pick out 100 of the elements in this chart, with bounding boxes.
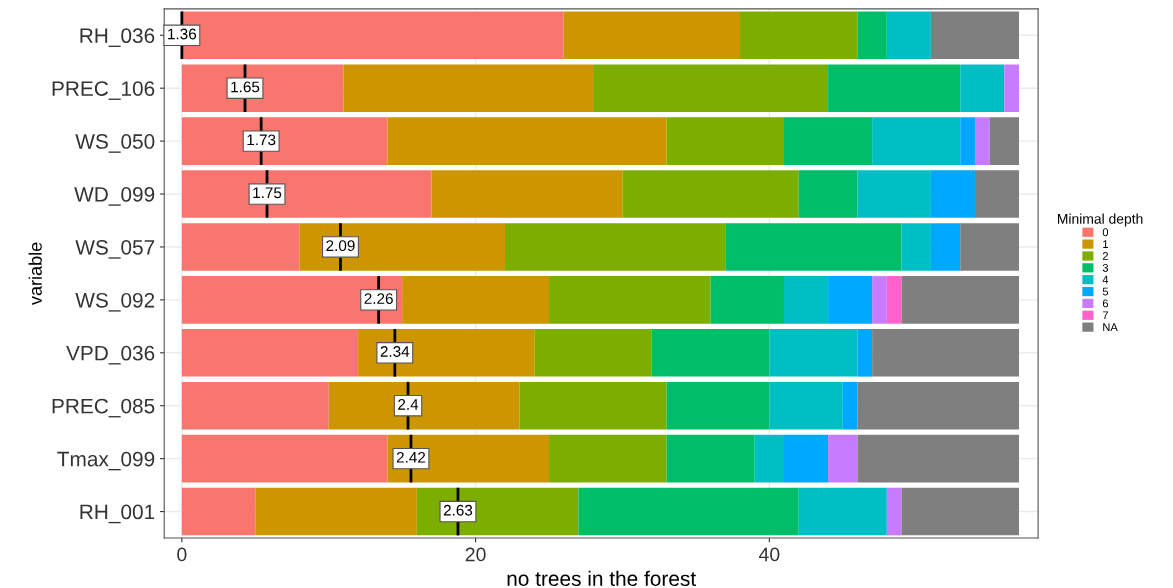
bar [181, 223, 300, 271]
bar [299, 223, 505, 271]
y-tick-label: WS_057 [75, 239, 155, 259]
bar [402, 276, 550, 324]
bar [930, 170, 975, 218]
y-tick-label: VPD_036 [66, 345, 155, 365]
y-axis-title: variable [28, 242, 42, 305]
x-tick-label: 0 [177, 547, 187, 562]
bar [739, 11, 858, 60]
legend-label: 3 [1102, 263, 1109, 272]
x-tick-label: 20 [465, 547, 486, 562]
annotation: 1.73 [247, 134, 276, 146]
bar [857, 381, 1020, 430]
bar [886, 487, 902, 536]
bar [872, 328, 1020, 377]
bar [519, 381, 667, 430]
bar [901, 223, 931, 271]
y-tick-label: PREC_085 [52, 398, 155, 418]
y-tick-label: WS_092 [75, 292, 155, 312]
annotation: 2.63 [443, 504, 473, 516]
bar [857, 328, 873, 377]
bar [784, 434, 829, 483]
bar [930, 11, 1020, 60]
bar [901, 276, 1020, 324]
y-tick-label: RH_036 [80, 28, 155, 47]
legend-label: 2 [1102, 252, 1108, 260]
bar [593, 64, 829, 113]
bar [181, 117, 388, 165]
bar [798, 487, 887, 536]
bar [328, 381, 520, 430]
bar [622, 170, 799, 218]
bar [886, 276, 902, 324]
annotation: 1.36 [168, 28, 197, 40]
y-tick-label: WS_050 [75, 134, 155, 153]
legend-label: NA [1103, 323, 1118, 331]
x-axis-title: no trees in the forest [507, 570, 696, 587]
bar [181, 328, 359, 377]
bar [989, 117, 1020, 165]
bar [828, 434, 858, 483]
bar [181, 381, 329, 430]
annotation: 1.65 [231, 81, 260, 93]
bar [431, 170, 623, 218]
bar [181, 434, 388, 483]
legend-label: 6 [1102, 299, 1109, 308]
bar [666, 117, 785, 165]
bar [181, 276, 403, 324]
bar [857, 170, 931, 218]
bar [1004, 64, 1020, 113]
bar [828, 64, 961, 113]
bar [784, 117, 873, 165]
bar [828, 276, 873, 324]
bar [769, 381, 843, 430]
bar [784, 276, 829, 324]
bar [255, 487, 417, 536]
bar [387, 117, 667, 165]
bar [666, 434, 755, 483]
bar [857, 434, 1020, 483]
bar [960, 117, 975, 165]
bar [710, 276, 785, 324]
bar [666, 381, 770, 430]
y-tick-label: WD_099 [74, 187, 155, 206]
bar [725, 223, 902, 271]
annotation: 2.09 [326, 240, 355, 252]
bar [181, 487, 256, 536]
bar [857, 11, 887, 60]
bar [960, 64, 1005, 113]
bar [842, 381, 858, 430]
bar [343, 64, 594, 113]
legend-label: 7 [1102, 311, 1108, 320]
bar [901, 487, 1020, 536]
bar [534, 328, 652, 377]
bar [549, 434, 667, 483]
legend-label: 5 [1102, 287, 1109, 296]
bar [563, 11, 740, 60]
annotation: 2.4 [398, 399, 419, 410]
bar [549, 276, 711, 324]
annotation: 2.26 [364, 293, 393, 304]
annotation: 2.42 [396, 451, 426, 463]
bar [181, 170, 432, 218]
legend-label: 0 [1102, 228, 1109, 237]
legend-label: 1 [1103, 240, 1108, 248]
bar [754, 434, 785, 483]
x-tick-label: 40 [758, 547, 780, 562]
bar [930, 223, 961, 271]
bar [578, 487, 799, 536]
y-tick-label: Tmax_099 [57, 451, 155, 471]
bar [651, 328, 770, 377]
bar [872, 117, 961, 165]
legend-label: 4 [1102, 275, 1109, 284]
bar [769, 328, 858, 377]
bar [974, 117, 990, 165]
bar [872, 276, 887, 324]
legend-title: Minimal depth [1057, 213, 1143, 227]
bar [886, 11, 931, 60]
y-tick-label: RH_001 [80, 504, 155, 524]
bar [960, 223, 1020, 271]
annotation: 1.75 [253, 187, 282, 199]
bar [358, 328, 535, 377]
bar [974, 170, 1020, 218]
bar [798, 170, 858, 218]
